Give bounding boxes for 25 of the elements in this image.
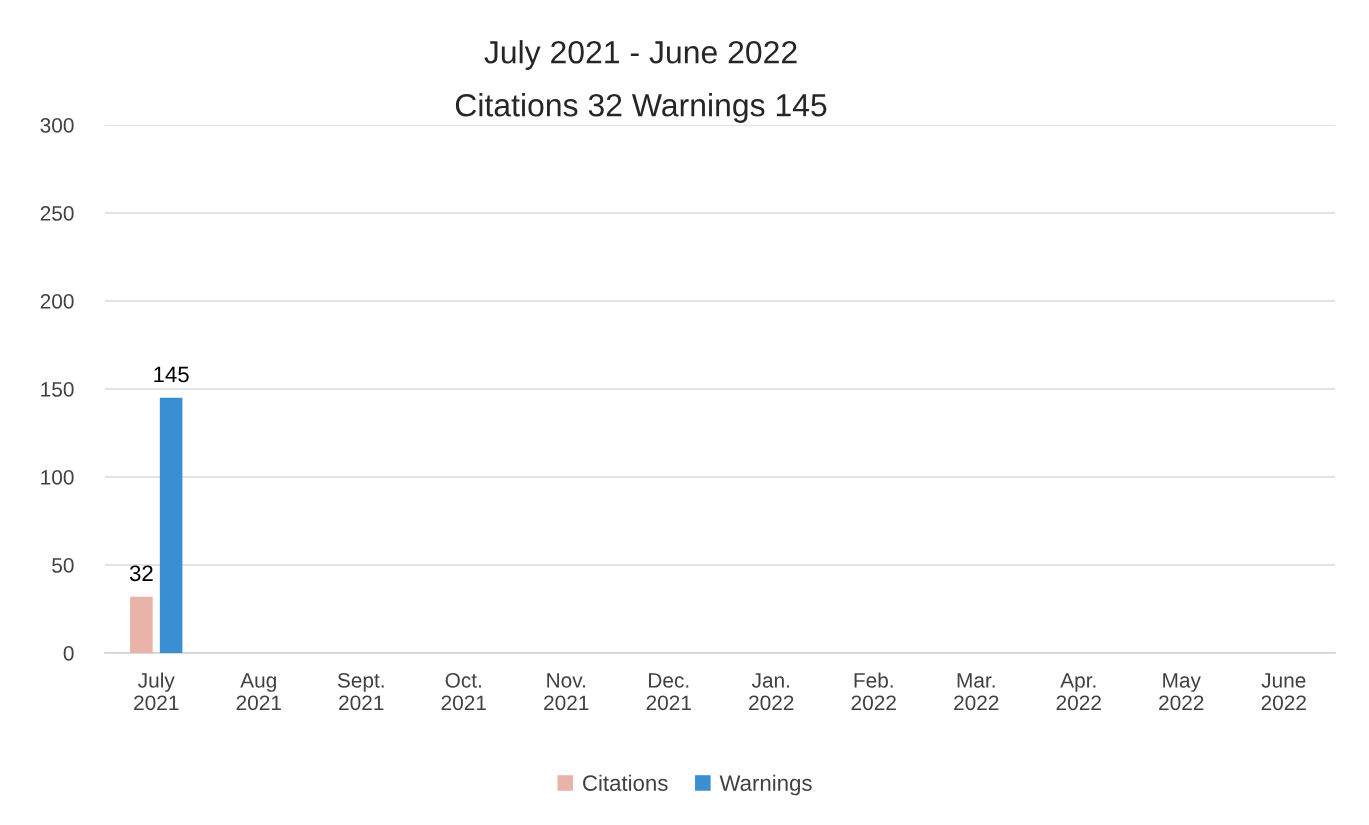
x-tick-label: Feb. 2022 bbox=[851, 672, 896, 711]
x-tick-label: Mar. 2022 bbox=[954, 673, 999, 711]
x-tick-label: Apr. 2022 bbox=[1056, 673, 1101, 711]
x-tick-label: June 2022 bbox=[1261, 673, 1306, 711]
data-label: 145 bbox=[154, 366, 189, 383]
y-tick-label: 200 bbox=[40, 294, 74, 309]
x-tick-label: Sept. 2021 bbox=[337, 672, 384, 711]
y-tick-label: 0 bbox=[63, 646, 74, 661]
chart-subtitle: Citations 32 Warnings 145 bbox=[455, 93, 827, 123]
legend-label: Warnings bbox=[719, 774, 812, 796]
legend-label: Citations bbox=[583, 774, 668, 791]
chart-title: July 2021 - June 2022 bbox=[484, 40, 797, 70]
x-tick-label: July 2021 bbox=[134, 672, 179, 711]
x-tick-label: Oct. 2021 bbox=[441, 672, 486, 711]
y-tick-label: 150 bbox=[41, 382, 74, 397]
y-tick-label: 50 bbox=[52, 558, 74, 573]
x-tick-label: Aug 2021 bbox=[236, 673, 281, 711]
data-label: 32 bbox=[129, 565, 153, 582]
x-tick-label: May 2022 bbox=[1159, 673, 1204, 711]
x-tick-label: Nov. 2021 bbox=[544, 673, 589, 711]
y-tick-label: 100 bbox=[41, 470, 74, 485]
y-tick-label: 250 bbox=[40, 206, 74, 221]
x-tick-label: Dec. 2021 bbox=[646, 673, 691, 711]
y-tick-label: 300 bbox=[40, 118, 74, 133]
x-tick-label: Jan. 2022 bbox=[749, 673, 794, 711]
